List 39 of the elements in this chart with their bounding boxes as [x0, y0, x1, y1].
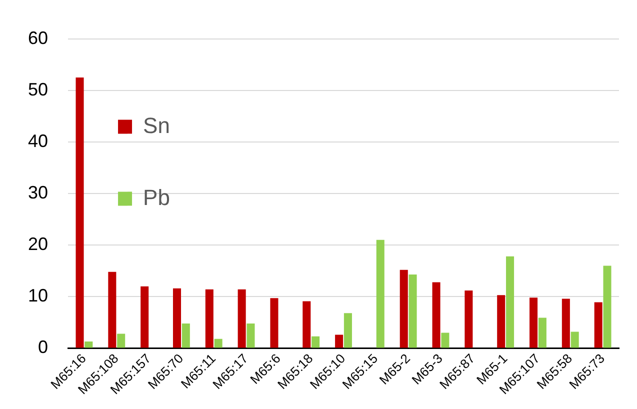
bar [497, 295, 506, 348]
bar [238, 289, 246, 348]
bar [140, 286, 149, 348]
bar [302, 301, 311, 348]
bar [108, 272, 116, 348]
bar [530, 298, 538, 348]
bar [594, 302, 602, 348]
y-tick-label: 10 [28, 286, 48, 306]
bar [603, 266, 612, 348]
bar [335, 334, 344, 348]
bar [270, 298, 278, 348]
bar [76, 77, 84, 348]
bar [172, 288, 182, 348]
bar [506, 256, 514, 348]
y-tick-label: 40 [28, 130, 48, 151]
bar [400, 270, 408, 348]
legend-label: Sn [143, 112, 170, 138]
y-tick-label: 20 [28, 234, 48, 254]
bar [117, 334, 126, 348]
bar [344, 313, 352, 348]
bar [205, 289, 214, 348]
bar [246, 323, 255, 348]
bar [570, 332, 579, 348]
y-tick-label: 50 [28, 79, 48, 100]
bar [408, 274, 417, 348]
bar [538, 318, 546, 348]
legend-label: Pb [143, 184, 170, 210]
bar [432, 282, 440, 348]
bar [312, 336, 320, 348]
y-tick-label: 30 [28, 182, 48, 202]
y-tick-label: 60 [28, 28, 48, 48]
bar [214, 338, 222, 348]
bar [441, 332, 450, 348]
bar [182, 323, 190, 348]
bar [376, 240, 384, 348]
bar [464, 290, 473, 348]
bar [562, 298, 570, 348]
y-tick-label: 0 [38, 337, 48, 358]
bar [84, 341, 93, 348]
